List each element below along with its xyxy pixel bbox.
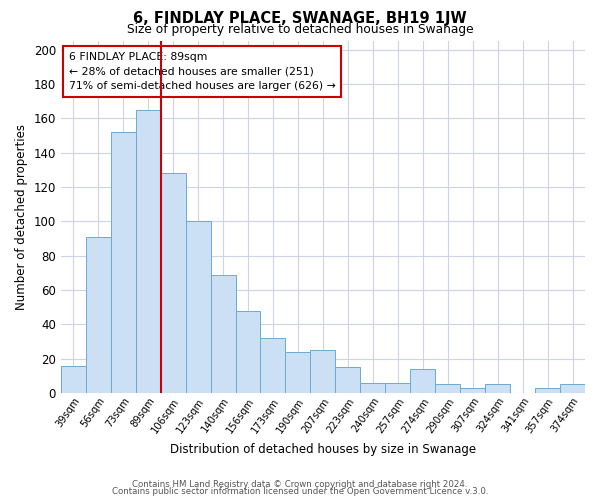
Text: Contains HM Land Registry data © Crown copyright and database right 2024.: Contains HM Land Registry data © Crown c… bbox=[132, 480, 468, 489]
Bar bbox=[211, 274, 236, 393]
Text: Size of property relative to detached houses in Swanage: Size of property relative to detached ho… bbox=[127, 22, 473, 36]
Bar bbox=[286, 352, 310, 393]
Text: 6 FINDLAY PLACE: 89sqm
← 28% of detached houses are smaller (251)
71% of semi-de: 6 FINDLAY PLACE: 89sqm ← 28% of detached… bbox=[68, 52, 335, 91]
Bar bbox=[61, 366, 86, 393]
Text: Contains public sector information licensed under the Open Government Licence v.: Contains public sector information licen… bbox=[112, 488, 488, 496]
Bar bbox=[435, 384, 460, 393]
Bar bbox=[485, 384, 510, 393]
X-axis label: Distribution of detached houses by size in Swanage: Distribution of detached houses by size … bbox=[170, 443, 476, 456]
Bar bbox=[385, 383, 410, 393]
Bar bbox=[161, 173, 185, 393]
Bar bbox=[185, 222, 211, 393]
Bar bbox=[410, 369, 435, 393]
Bar bbox=[460, 388, 485, 393]
Bar bbox=[310, 350, 335, 393]
Bar bbox=[361, 383, 385, 393]
Bar bbox=[111, 132, 136, 393]
Bar bbox=[535, 388, 560, 393]
Text: 6, FINDLAY PLACE, SWANAGE, BH19 1JW: 6, FINDLAY PLACE, SWANAGE, BH19 1JW bbox=[133, 11, 467, 26]
Y-axis label: Number of detached properties: Number of detached properties bbox=[15, 124, 28, 310]
Bar bbox=[335, 368, 361, 393]
Bar bbox=[86, 237, 111, 393]
Bar bbox=[260, 338, 286, 393]
Bar bbox=[560, 384, 585, 393]
Bar bbox=[236, 310, 260, 393]
Bar bbox=[136, 110, 161, 393]
